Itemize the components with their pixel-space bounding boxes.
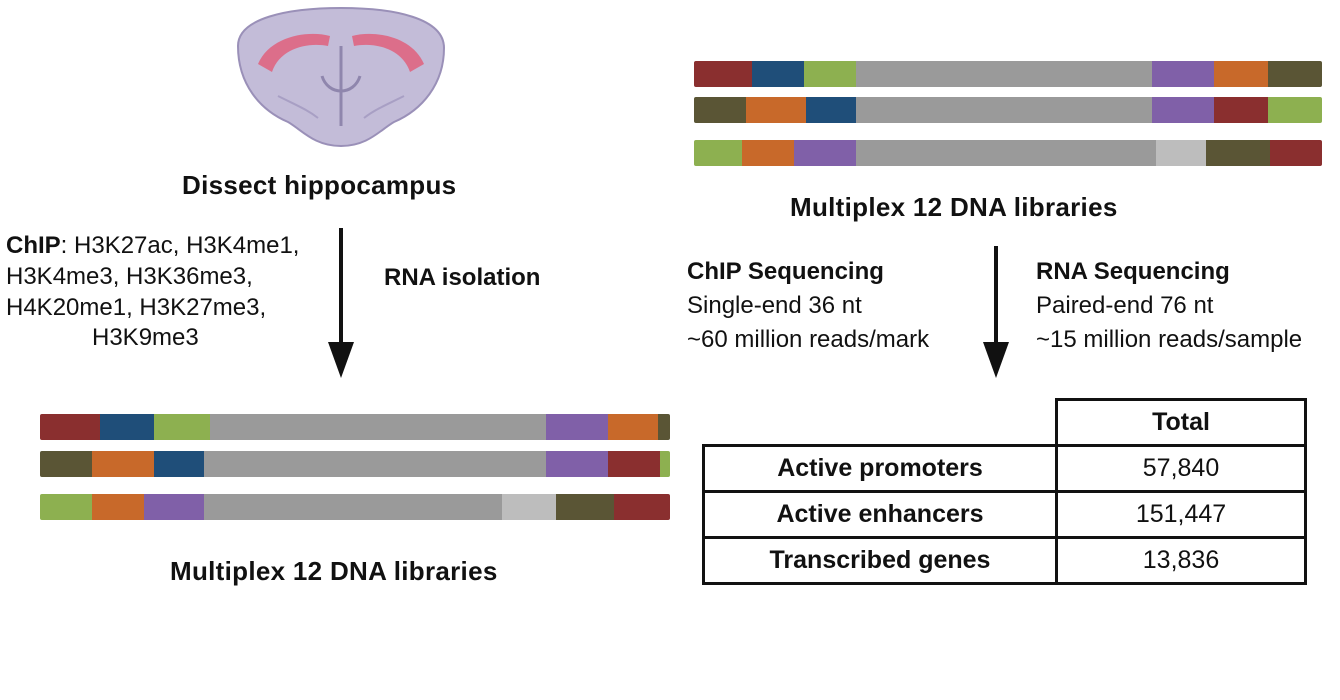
chip-prefix: ChIP <box>6 232 61 259</box>
library-segment <box>660 451 670 477</box>
row-value: 57,840 <box>1055 444 1307 493</box>
table-row: Transcribed genes 13,836 <box>702 536 1307 585</box>
chip-marks-line-4: H3K9me3 <box>92 324 199 351</box>
library-bar <box>40 414 670 440</box>
library-segment <box>40 414 100 440</box>
library-segment <box>794 140 856 166</box>
library-segment <box>204 451 546 477</box>
library-segment <box>1206 140 1270 166</box>
library-segment <box>546 451 608 477</box>
right-arrow-shaft <box>994 246 998 346</box>
dissect-hippocampus-label: Dissect hippocampus <box>182 170 457 200</box>
library-segment <box>144 494 204 520</box>
library-segment <box>1156 140 1206 166</box>
library-segment <box>614 494 670 520</box>
hippocampus-left <box>258 33 330 72</box>
library-segment <box>856 140 1156 166</box>
chip-marks-line-1: ChIP: H3K27ac, H3K4me1, <box>6 232 299 261</box>
rna-seq-line-1: Paired-end 76 nt <box>1036 292 1214 319</box>
library-segment <box>210 414 546 440</box>
row-label: Active enhancers <box>702 490 1058 539</box>
library-segment <box>154 451 204 477</box>
chip-seq-title: ChIP Sequencing <box>687 258 884 285</box>
row-label: Transcribed genes <box>702 536 1058 585</box>
library-segment <box>154 414 210 440</box>
chip-marks-line-3: H4K20me1, H3K27me3, <box>6 294 267 321</box>
library-bar <box>694 140 1322 166</box>
library-segment <box>1152 97 1214 123</box>
library-segment <box>1268 61 1322 87</box>
library-segment <box>1214 61 1268 87</box>
library-segment <box>752 61 804 87</box>
rna-isolation-label: RNA isolation <box>384 264 541 291</box>
brain-section-illustration <box>236 6 446 148</box>
library-segment <box>502 494 556 520</box>
library-segment <box>746 97 806 123</box>
library-segment <box>694 97 746 123</box>
table-header-total: Total <box>1055 398 1307 447</box>
library-segment <box>856 97 1152 123</box>
library-segment <box>1152 61 1214 87</box>
right-multiplex-label: Multiplex 12 DNA libraries <box>790 192 1118 222</box>
chip-seq-line-2: ~60 million reads/mark <box>687 326 930 353</box>
row-label: Active promoters <box>702 444 1058 493</box>
library-segment <box>608 414 658 440</box>
library-segment <box>694 140 742 166</box>
chip-marks-line-2: H3K4me3, H3K36me3, <box>6 263 253 290</box>
rna-seq-line-2: ~15 million reads/sample <box>1036 326 1303 353</box>
library-segment <box>742 140 794 166</box>
library-segment <box>1270 140 1322 166</box>
library-segment <box>658 414 670 440</box>
library-segment <box>806 97 856 123</box>
row-value: 151,447 <box>1055 490 1307 539</box>
table-row: Active enhancers 151,447 <box>702 490 1307 539</box>
library-segment <box>92 494 144 520</box>
library-bar <box>694 61 1322 87</box>
library-segment <box>1268 97 1322 123</box>
left-multiplex-label: Multiplex 12 DNA libraries <box>170 556 498 586</box>
library-segment <box>40 494 92 520</box>
rna-seq-title: RNA Sequencing <box>1036 258 1230 285</box>
library-segment <box>1214 97 1268 123</box>
library-bar <box>40 494 670 520</box>
library-segment <box>40 451 92 477</box>
left-arrow-shaft <box>339 228 343 346</box>
row-value: 13,836 <box>1055 536 1307 585</box>
library-segment <box>608 451 660 477</box>
library-segment <box>92 451 154 477</box>
library-segment <box>804 61 856 87</box>
down-arrow-icon <box>328 342 354 378</box>
table-row: Active promoters 57,840 <box>702 444 1307 493</box>
table-header-row: Total <box>704 398 1307 447</box>
chip-seq-line-1: Single-end 36 nt <box>687 292 862 319</box>
down-arrow-icon <box>983 342 1009 378</box>
library-segment <box>100 414 154 440</box>
library-bar <box>694 97 1322 123</box>
library-segment <box>204 494 502 520</box>
results-table: Total Active promoters 57,840 Active enh… <box>702 398 1307 585</box>
library-segment <box>694 61 752 87</box>
library-segment <box>546 414 608 440</box>
chip-marks-text-1: : H3K27ac, H3K4me1, <box>60 232 300 259</box>
library-segment <box>556 494 614 520</box>
hippocampus-right <box>352 33 424 72</box>
library-segment <box>856 61 1152 87</box>
library-bar <box>40 451 670 477</box>
